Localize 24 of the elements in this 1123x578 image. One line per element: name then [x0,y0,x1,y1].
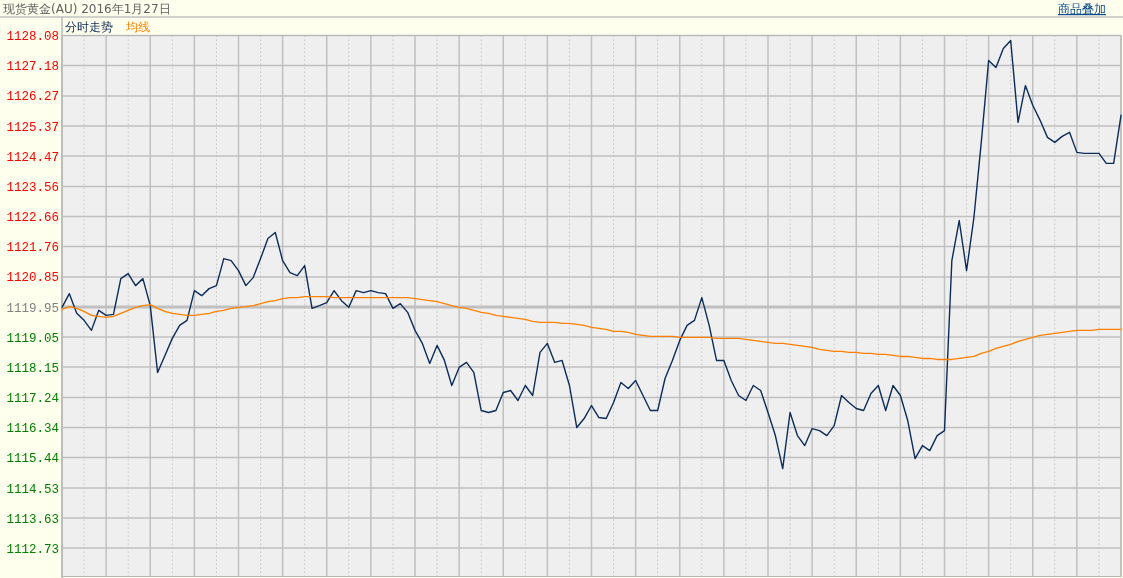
y-tick-label: 1114.53 [6,482,59,497]
chart-title: 现货黄金(AU) 2016年1月27日 [3,2,171,16]
y-tick-label: 1124.47 [6,150,59,165]
line-series [61,39,1122,470]
text: 均线 [125,19,150,34]
y-tick-label: 1123.56 [6,180,59,195]
text: 分时走势 [65,19,113,34]
y-tick-label: 1113.63 [6,512,59,527]
y-tick-label: 1117.24 [6,392,59,406]
y-tick-label: 1128.08 [6,30,59,44]
text: 商品叠加 [1058,2,1106,16]
y-tick-label: 1116.34 [6,422,59,437]
y-tick-label: 1119.05 [6,331,59,346]
y-tick-label: 1115.44 [6,452,59,467]
y-tick-label: 1122.66 [6,211,59,225]
y-tick-label: 1120.85 [6,271,59,286]
y-tick-label: 1112.73 [6,542,59,557]
y-tick-label: 1119.95 [6,301,59,316]
y-tick-label: 1121.76 [6,241,59,256]
y-tick-label: 1127.18 [6,60,59,75]
y-tick-label: 1126.27 [6,90,59,105]
line-series [61,295,1122,361]
y-tick-label: 1125.37 [6,120,59,135]
y-tick-label: 1118.15 [6,361,59,376]
